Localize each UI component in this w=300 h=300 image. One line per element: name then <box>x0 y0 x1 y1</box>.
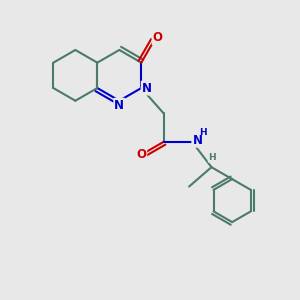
Text: H: H <box>200 128 207 137</box>
Text: O: O <box>136 148 146 161</box>
Text: O: O <box>153 31 163 44</box>
Text: H: H <box>208 153 216 162</box>
Text: N: N <box>192 134 203 147</box>
Text: N: N <box>142 82 152 94</box>
Text: N: N <box>114 99 124 112</box>
